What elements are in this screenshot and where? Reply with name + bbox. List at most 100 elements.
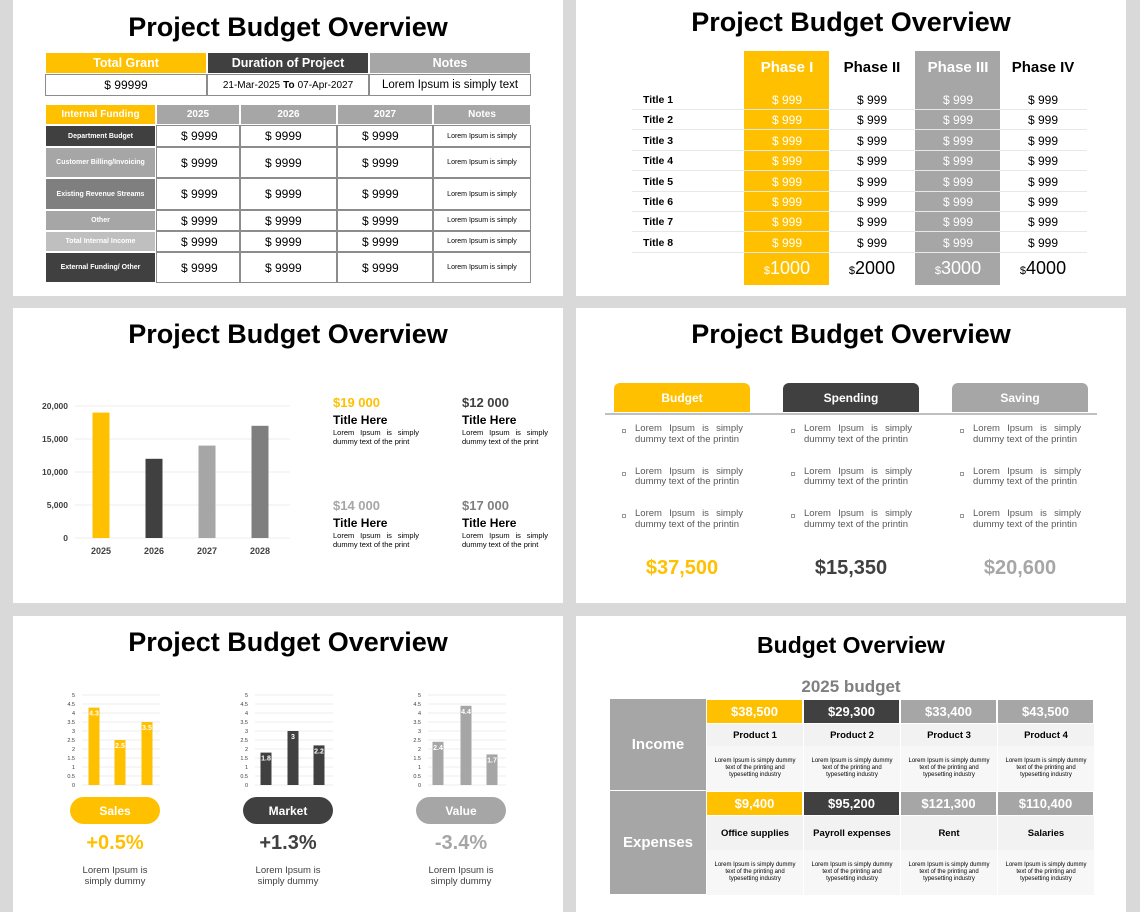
stat-text: Lorem Ipsum is simply dummy text of the … xyxy=(462,428,548,446)
stat-title: Title Here xyxy=(333,516,388,530)
chart-change: +1.3% xyxy=(259,831,317,854)
phase-value: $ 999 xyxy=(771,235,803,250)
section-label: Expenses xyxy=(610,791,706,895)
row-note: Lorem Ipsum is simply xyxy=(433,125,531,147)
stat-text: Lorem Ipsum is simply dummy text of the … xyxy=(462,531,548,549)
row-label: Customer Billing/Invoicing xyxy=(45,147,156,178)
chart-pill: Value xyxy=(416,797,506,824)
bullet xyxy=(622,429,626,433)
y-tick-label: 3.5 xyxy=(67,720,75,726)
phase-value: $ 999 xyxy=(856,113,888,128)
phase-header: Phase IV xyxy=(1011,58,1075,76)
to-label: To xyxy=(283,79,295,91)
stat-text: Lorem Ipsum is simply dummy text of the … xyxy=(333,531,419,549)
row-label: Title 6 xyxy=(643,196,674,208)
item-amount: $33,400 xyxy=(900,699,997,724)
end-date: 07-Apr-2027 xyxy=(297,79,354,91)
row-value: $ 9999 xyxy=(156,231,240,252)
y-tick-label: 3 xyxy=(245,729,248,735)
phase-column xyxy=(915,51,1000,285)
y-tick-label: 4.5 xyxy=(240,702,248,708)
stat-amount: $12 000 xyxy=(462,394,509,410)
bullet xyxy=(960,429,964,433)
row-value: $ 9999 xyxy=(240,178,337,210)
y-tick-label: 1.5 xyxy=(67,756,75,762)
y-tick-label: 2.5 xyxy=(240,738,248,744)
notes-value: Lorem Ipsum is simply text xyxy=(369,74,531,96)
value-label: 2.4 xyxy=(433,745,443,752)
row-label: Title 5 xyxy=(643,175,674,188)
y-tick-label: 0 xyxy=(245,783,248,789)
item-amount: $95,200 xyxy=(803,791,900,816)
phase-value: $ 999 xyxy=(771,195,803,209)
phase-value: $ 999 xyxy=(942,154,974,169)
y-tick-label: 0.5 xyxy=(240,774,248,780)
row-note: Lorem Ipsum is simply xyxy=(433,210,531,231)
value-label: 3 xyxy=(291,734,295,741)
phase-value: $ 999 xyxy=(942,235,974,250)
phase-value: $ 999 xyxy=(1027,154,1059,169)
phase-total: $3000 xyxy=(915,258,1001,282)
phase-header: Phase II xyxy=(843,58,901,76)
y-tick-label: 5 xyxy=(418,693,421,699)
table-header: Notes xyxy=(433,104,531,125)
x-tick-label: 2025 xyxy=(91,546,111,556)
x-tick-label: 2026 xyxy=(144,546,164,556)
y-tick-label: 4.5 xyxy=(413,702,421,708)
table-header: 2025 xyxy=(156,104,240,125)
item-desc: Lorem Ipsum is simply dummy text of the … xyxy=(997,850,1094,895)
stat-text: Lorem Ipsum is simply dummy text of the … xyxy=(333,428,419,446)
y-tick-label: 15,000 xyxy=(42,434,68,444)
slide-title: Project Budget Overview xyxy=(691,6,1011,37)
y-tick-label: 2 xyxy=(418,747,421,753)
item-name: Office supplies xyxy=(706,816,803,850)
bar xyxy=(141,722,153,785)
row-value: $ 9999 xyxy=(337,231,433,252)
bullet xyxy=(791,471,795,476)
phase-value: $ 999 xyxy=(942,113,974,128)
table-header: 2026 xyxy=(240,104,337,125)
item-amount: $43,500 xyxy=(997,699,1094,724)
chart-pill: Sales xyxy=(70,797,160,824)
item-name: Product 4 xyxy=(997,724,1094,746)
amount: 2000 xyxy=(855,258,896,278)
row-line xyxy=(632,251,1087,253)
y-tick-label: 2.5 xyxy=(413,738,421,744)
row-value: $ 9999 xyxy=(156,178,240,210)
phase-value: $ 999 xyxy=(942,174,974,189)
currency: $ xyxy=(1019,265,1027,277)
row-line xyxy=(632,190,1087,192)
divider xyxy=(605,413,1097,415)
y-tick-label: 0 xyxy=(72,783,75,789)
currency: $ xyxy=(763,265,771,277)
slide-title: Project Budget Overview xyxy=(128,318,448,349)
y-tick-label: 0 xyxy=(418,783,421,789)
bullet-text: Lorem Ipsum is simply dummy text of the … xyxy=(635,508,743,530)
y-tick-label: 4.5 xyxy=(67,702,75,708)
item-name: Product 1 xyxy=(706,724,803,746)
y-tick-label: 1 xyxy=(245,765,248,771)
row-note: Lorem Ipsum is simply xyxy=(433,147,531,178)
value-label: 4.3 xyxy=(89,711,99,718)
row-label: Total Internal Income xyxy=(45,231,156,252)
table-header: Internal Funding xyxy=(45,104,156,125)
phase-value: $ 999 xyxy=(856,195,888,209)
phase-value: $ 999 xyxy=(942,195,974,209)
value-label: 2.5 xyxy=(115,743,125,750)
item-desc: Lorem Ipsum is simply dummy text of the … xyxy=(900,850,997,895)
row-value: $ 9999 xyxy=(156,147,240,178)
y-tick-label: 2 xyxy=(245,747,248,753)
chart-pill: Market xyxy=(243,797,333,824)
bullet-text: Lorem Ipsum is simply dummy text of the … xyxy=(973,508,1081,530)
phase-value: $ 999 xyxy=(856,215,888,230)
item-amount: $38,500 xyxy=(706,699,803,724)
bullet xyxy=(960,471,964,476)
duration-value: 21-Mar-2025 To 07-Apr-2027 xyxy=(207,74,369,96)
summary-header: Notes xyxy=(369,52,531,74)
phase-value: $ 999 xyxy=(856,235,888,250)
row-label: External Funding/ Other xyxy=(45,252,156,283)
phase-value: $ 999 xyxy=(856,133,888,148)
chart-caption: Lorem Ipsum is simply dummy xyxy=(428,865,494,887)
row-value: $ 9999 xyxy=(337,252,433,283)
